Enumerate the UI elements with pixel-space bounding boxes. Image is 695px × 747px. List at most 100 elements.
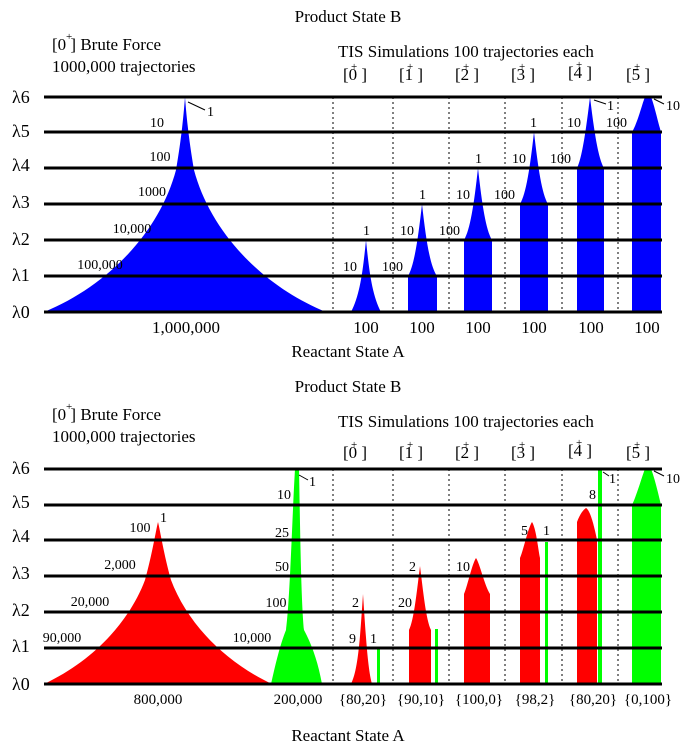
bottom-green-count-10: 10	[277, 488, 291, 503]
bottom-red-counts: 1 100 2,000 20,000 90,000	[43, 511, 167, 646]
bottom-tis-2-red	[464, 558, 490, 684]
bottom-tis-1-green	[435, 629, 438, 684]
top-tis-1-count: 10	[400, 224, 414, 239]
top-tis-3-count: 100	[494, 188, 515, 203]
top-bf-count-10: 10	[150, 116, 164, 131]
bottom-ensemble-1: [1 ]	[399, 443, 423, 462]
top-lambda-5: λ5	[12, 121, 30, 141]
bottom-tis-1-label: 2	[409, 560, 416, 575]
top-bf-subtitle: 1000,000 trajectories	[52, 57, 196, 76]
bottom-tis-bottom: {80,20} {90,10} {100,0} {98,2} {80,20} {…	[339, 692, 672, 708]
top-ensemble-sup: +	[351, 61, 357, 73]
bottom-tis-labels: 2 9 1 2 20 10 5 1 8 1 10	[349, 470, 680, 647]
top-bf-count-100: 100	[150, 150, 171, 165]
top-bf-leader	[187, 101, 206, 111]
bottom-tis-4-leader	[602, 471, 610, 477]
top-tis-1-count: 100	[382, 260, 403, 275]
bottom-green-bottom: 200,000	[274, 692, 323, 708]
bottom-ensemble-sup: +	[407, 439, 413, 451]
top-bf-count-100000: 100,000	[77, 258, 123, 273]
bottom-tis-0-label: 2	[352, 596, 359, 611]
top-bf-count-1000: 1000	[138, 185, 166, 200]
top-tis-counts: 10 1 100 10 1 100 10 1 100 10 1 100 10 1…	[343, 98, 680, 275]
bottom-ensemble-5: [5 ]	[626, 443, 650, 462]
bottom-green-counts: 1 10 25 50 100 10,000	[233, 474, 316, 646]
bottom-ensemble-4: [4 ]	[568, 441, 592, 460]
top-tis-2-count: 10	[456, 188, 470, 203]
bottom-ensemble-sup: +	[634, 439, 640, 451]
bottom-bf-subtitle: 1000,000 trajectories	[52, 427, 196, 446]
bottom-ensemble-sup: +	[351, 439, 357, 451]
top-dotted-separators	[332, 97, 619, 312]
top-panel: Product State B [0 ] Brute Force + 1000,…	[12, 7, 680, 361]
top-ensemble-sup: +	[463, 61, 469, 73]
top-bf-title-sup: +	[66, 31, 72, 43]
top-ensemble-1: [1 ]	[399, 65, 423, 84]
top-tis-5-count: 100	[606, 116, 627, 131]
top-tis-3-shape	[520, 132, 548, 312]
bottom-bf-title-sup: +	[66, 401, 72, 413]
bottom-tis-5-leader	[653, 470, 665, 477]
bottom-red-count-20000: 20,000	[71, 595, 110, 610]
top-tis-1-count: 1	[419, 188, 426, 203]
top-tis-bottom-3: 100	[521, 318, 547, 337]
bottom-green-count-25: 25	[275, 526, 289, 541]
bottom-tis-0-label: 1	[370, 632, 377, 647]
top-tis-4-leader	[593, 99, 607, 105]
bottom-tis-1-label: 20	[398, 596, 412, 611]
bottom-tis-bottom-1: {90,10}	[397, 692, 445, 708]
top-tis-2-count: 100	[439, 224, 460, 239]
top-lambda-1: λ1	[12, 265, 30, 285]
bottom-green-count-50: 50	[275, 560, 289, 575]
bottom-green-leader	[298, 474, 309, 481]
bottom-lambda-4: λ4	[12, 526, 30, 546]
top-lambda-6: λ6	[12, 87, 30, 107]
bottom-green-count-10000: 10,000	[233, 631, 272, 646]
top-lambda-3: λ3	[12, 192, 30, 212]
top-tis-3-count: 10	[512, 152, 526, 167]
bottom-red-count-2000: 2,000	[104, 558, 136, 573]
top-tis-bottom-0: 100	[353, 318, 379, 337]
bottom-tis-1-red	[409, 566, 431, 684]
bottom-ensemble-sup: +	[519, 439, 525, 451]
bottom-red-bottom: 800,000	[134, 692, 183, 708]
top-ensemble-sup: +	[634, 61, 640, 73]
bottom-bf-title: [0 ] Brute Force	[52, 405, 161, 424]
top-lambda-4: λ4	[12, 155, 30, 175]
bottom-tis-4-label: 8	[589, 488, 596, 503]
bottom-lambda-5: λ5	[12, 492, 30, 512]
top-ensemble-0: [0 ]	[343, 65, 367, 84]
top-tis-2-count: 1	[475, 152, 482, 167]
top-tis-0-count: 1	[363, 224, 370, 239]
bottom-ensemble-sups: + + + + + +	[351, 437, 640, 451]
top-tis-bottom: 100 100 100 100 100 100	[353, 318, 660, 337]
bottom-tis-0-red	[351, 594, 372, 684]
bottom-product-label: Product State B	[295, 377, 402, 396]
bottom-green-count-1: 1	[309, 475, 316, 490]
top-ensemble-labels: [0 ] [1 ] [2 ] [3 ] [4 ] [5 ]	[343, 63, 650, 84]
top-tis-0-count: 10	[343, 260, 357, 275]
bottom-red-count-1: 1	[160, 511, 167, 526]
top-tis-bottom-2: 100	[465, 318, 491, 337]
top-tis-4-count: 1	[607, 99, 614, 114]
top-bf-counts: 1 10 100 1000 10,000 100,000	[77, 101, 214, 273]
top-tis-4-count: 100	[550, 152, 571, 167]
bottom-tis-4-label: 1	[609, 472, 616, 487]
bottom-tis-bottom-5: {0,100}	[624, 692, 672, 708]
bottom-tis-0-green	[377, 649, 380, 684]
bottom-reactant-label: Reactant State A	[291, 726, 405, 745]
bottom-tis-bottom-2: {100,0}	[455, 692, 503, 708]
bottom-tis-0-label: 9	[349, 632, 356, 647]
bottom-ensemble-0: [0 ]	[343, 443, 367, 462]
bottom-lambda-0: λ0	[12, 674, 30, 694]
bottom-lambda-6: λ6	[12, 458, 30, 478]
top-ensemble-sups: + + + + + +	[351, 59, 640, 73]
bottom-tis-3-red	[520, 522, 540, 684]
bottom-red-count-100: 100	[130, 521, 151, 536]
top-tis-4-count: 10	[567, 116, 581, 131]
top-bf-count-10000: 10,000	[113, 222, 152, 237]
top-bf-bottom: 1,000,000	[152, 318, 220, 337]
bottom-tis-3-label: 5	[521, 524, 528, 539]
top-ensemble-4: [4 ]	[568, 63, 592, 82]
bottom-lambda-2: λ2	[12, 600, 30, 620]
